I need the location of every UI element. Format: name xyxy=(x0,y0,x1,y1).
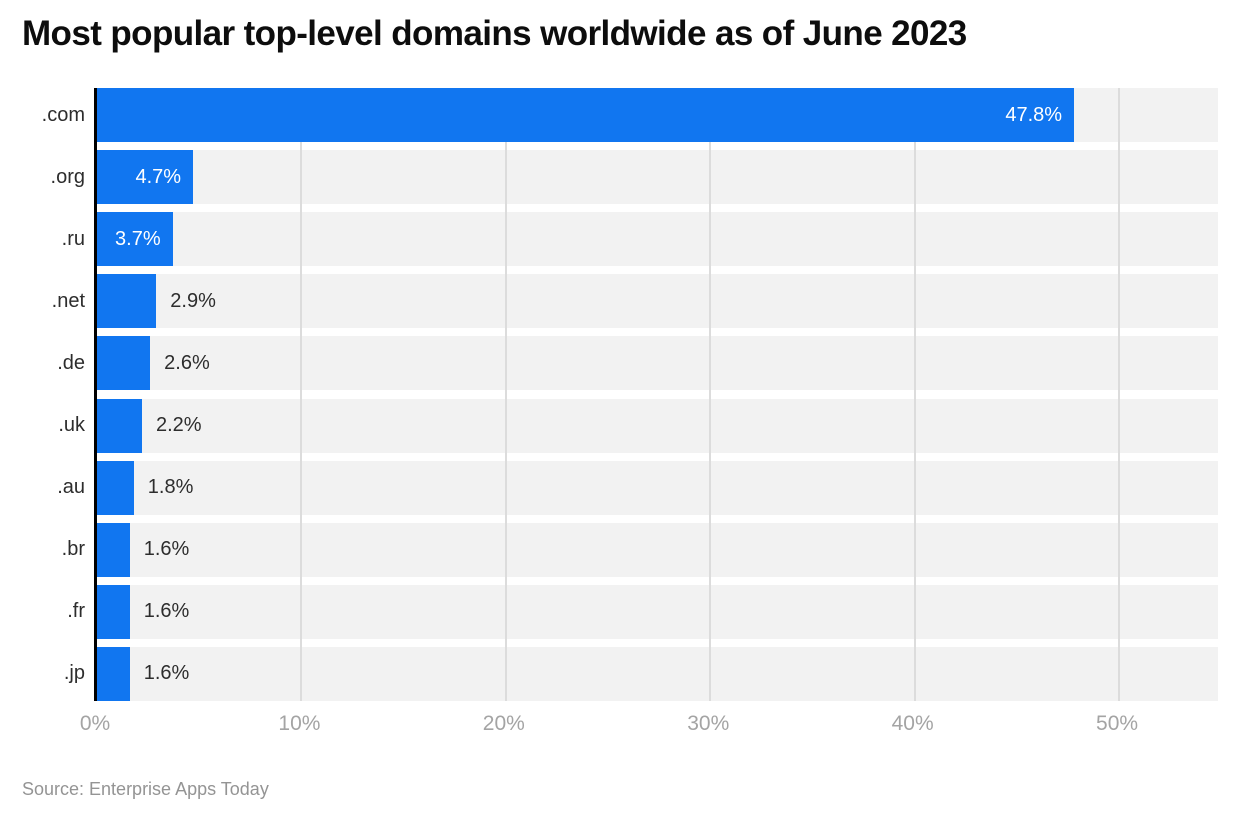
bar-value-label: 3.7% xyxy=(115,227,161,250)
bar-row: 1.8% xyxy=(97,460,1218,515)
category-label: .de xyxy=(57,351,85,374)
bar-row: 2.2% xyxy=(97,398,1218,453)
bar xyxy=(97,646,130,701)
bar-value-label: 2.6% xyxy=(164,351,210,374)
x-tick-label: 20% xyxy=(482,712,525,735)
x-tick-label: 30% xyxy=(687,712,730,735)
bar xyxy=(97,274,157,329)
gridline xyxy=(913,88,916,701)
gridline xyxy=(504,88,507,701)
x-tick-label: 50% xyxy=(1096,712,1139,735)
bar xyxy=(97,398,142,453)
bar-row: 2.9% xyxy=(97,274,1218,329)
category-label: .br xyxy=(61,538,85,561)
bar-value-label: 1.8% xyxy=(147,476,194,499)
bar xyxy=(97,336,151,391)
category-label: .jp xyxy=(63,662,85,685)
gridline xyxy=(300,88,303,701)
bar-row: 4.7% xyxy=(97,150,1218,205)
category-label: .fr xyxy=(67,600,85,623)
bar-rows: 47.8% 4.7% 3.7% 2.9% 2.6% 2.2% 1.8% 1.6% 1.6% 1.6… xyxy=(97,88,1218,701)
category-label: .com xyxy=(41,103,85,126)
plot-area: 47.8% 4.7% 3.7% 2.9% 2.6% 2.2% 1.8% 1.6% 1.6% 1.6… xyxy=(97,88,1218,701)
bar xyxy=(97,584,130,639)
category-label: .uk xyxy=(58,414,85,437)
bar-value-label: 2.2% xyxy=(155,414,202,437)
bar: 3.7% xyxy=(97,212,173,267)
category-label: .au xyxy=(57,476,85,499)
bar-value-label: 47.8% xyxy=(1005,103,1063,126)
chart-title: Most popular top-level domains worldwide… xyxy=(22,14,967,53)
category-label: .org xyxy=(50,165,85,188)
bar: 4.7% xyxy=(97,150,194,205)
bar-value-label: 1.6% xyxy=(143,600,190,623)
x-axis-tick-labels: 0% 10% 20% 30% 40% 50% xyxy=(80,712,1216,740)
y-axis-category-labels: .com .org .ru .net .de .uk .au .br .fr .jp xyxy=(0,88,85,701)
bar-row: 3.7% xyxy=(97,212,1218,267)
bar-row: 1.6% xyxy=(97,646,1218,701)
category-label: .ru xyxy=(61,227,85,250)
y-axis-line xyxy=(94,88,97,701)
bar-row: 1.6% xyxy=(97,522,1218,577)
bar-row: 2.6% xyxy=(97,336,1218,391)
bar-value-label: 4.7% xyxy=(135,165,182,188)
bar-value-label: 2.9% xyxy=(170,289,216,312)
gridline xyxy=(1118,88,1121,701)
bar: 47.8% xyxy=(97,88,1075,142)
x-tick-label: 0% xyxy=(79,712,111,735)
source-caption: Source: Enterprise Apps Today xyxy=(22,779,269,799)
bar xyxy=(97,460,134,515)
x-tick-label: 10% xyxy=(278,712,321,735)
bar-value-label: 1.6% xyxy=(143,538,190,561)
bar-value-label: 1.6% xyxy=(143,662,190,685)
category-label: .net xyxy=(51,289,85,312)
bar xyxy=(97,522,130,577)
bar-row: 47.8% xyxy=(97,88,1218,142)
gridline xyxy=(709,88,712,701)
bar-row: 1.6% xyxy=(97,584,1218,639)
x-tick-label: 40% xyxy=(891,712,934,735)
